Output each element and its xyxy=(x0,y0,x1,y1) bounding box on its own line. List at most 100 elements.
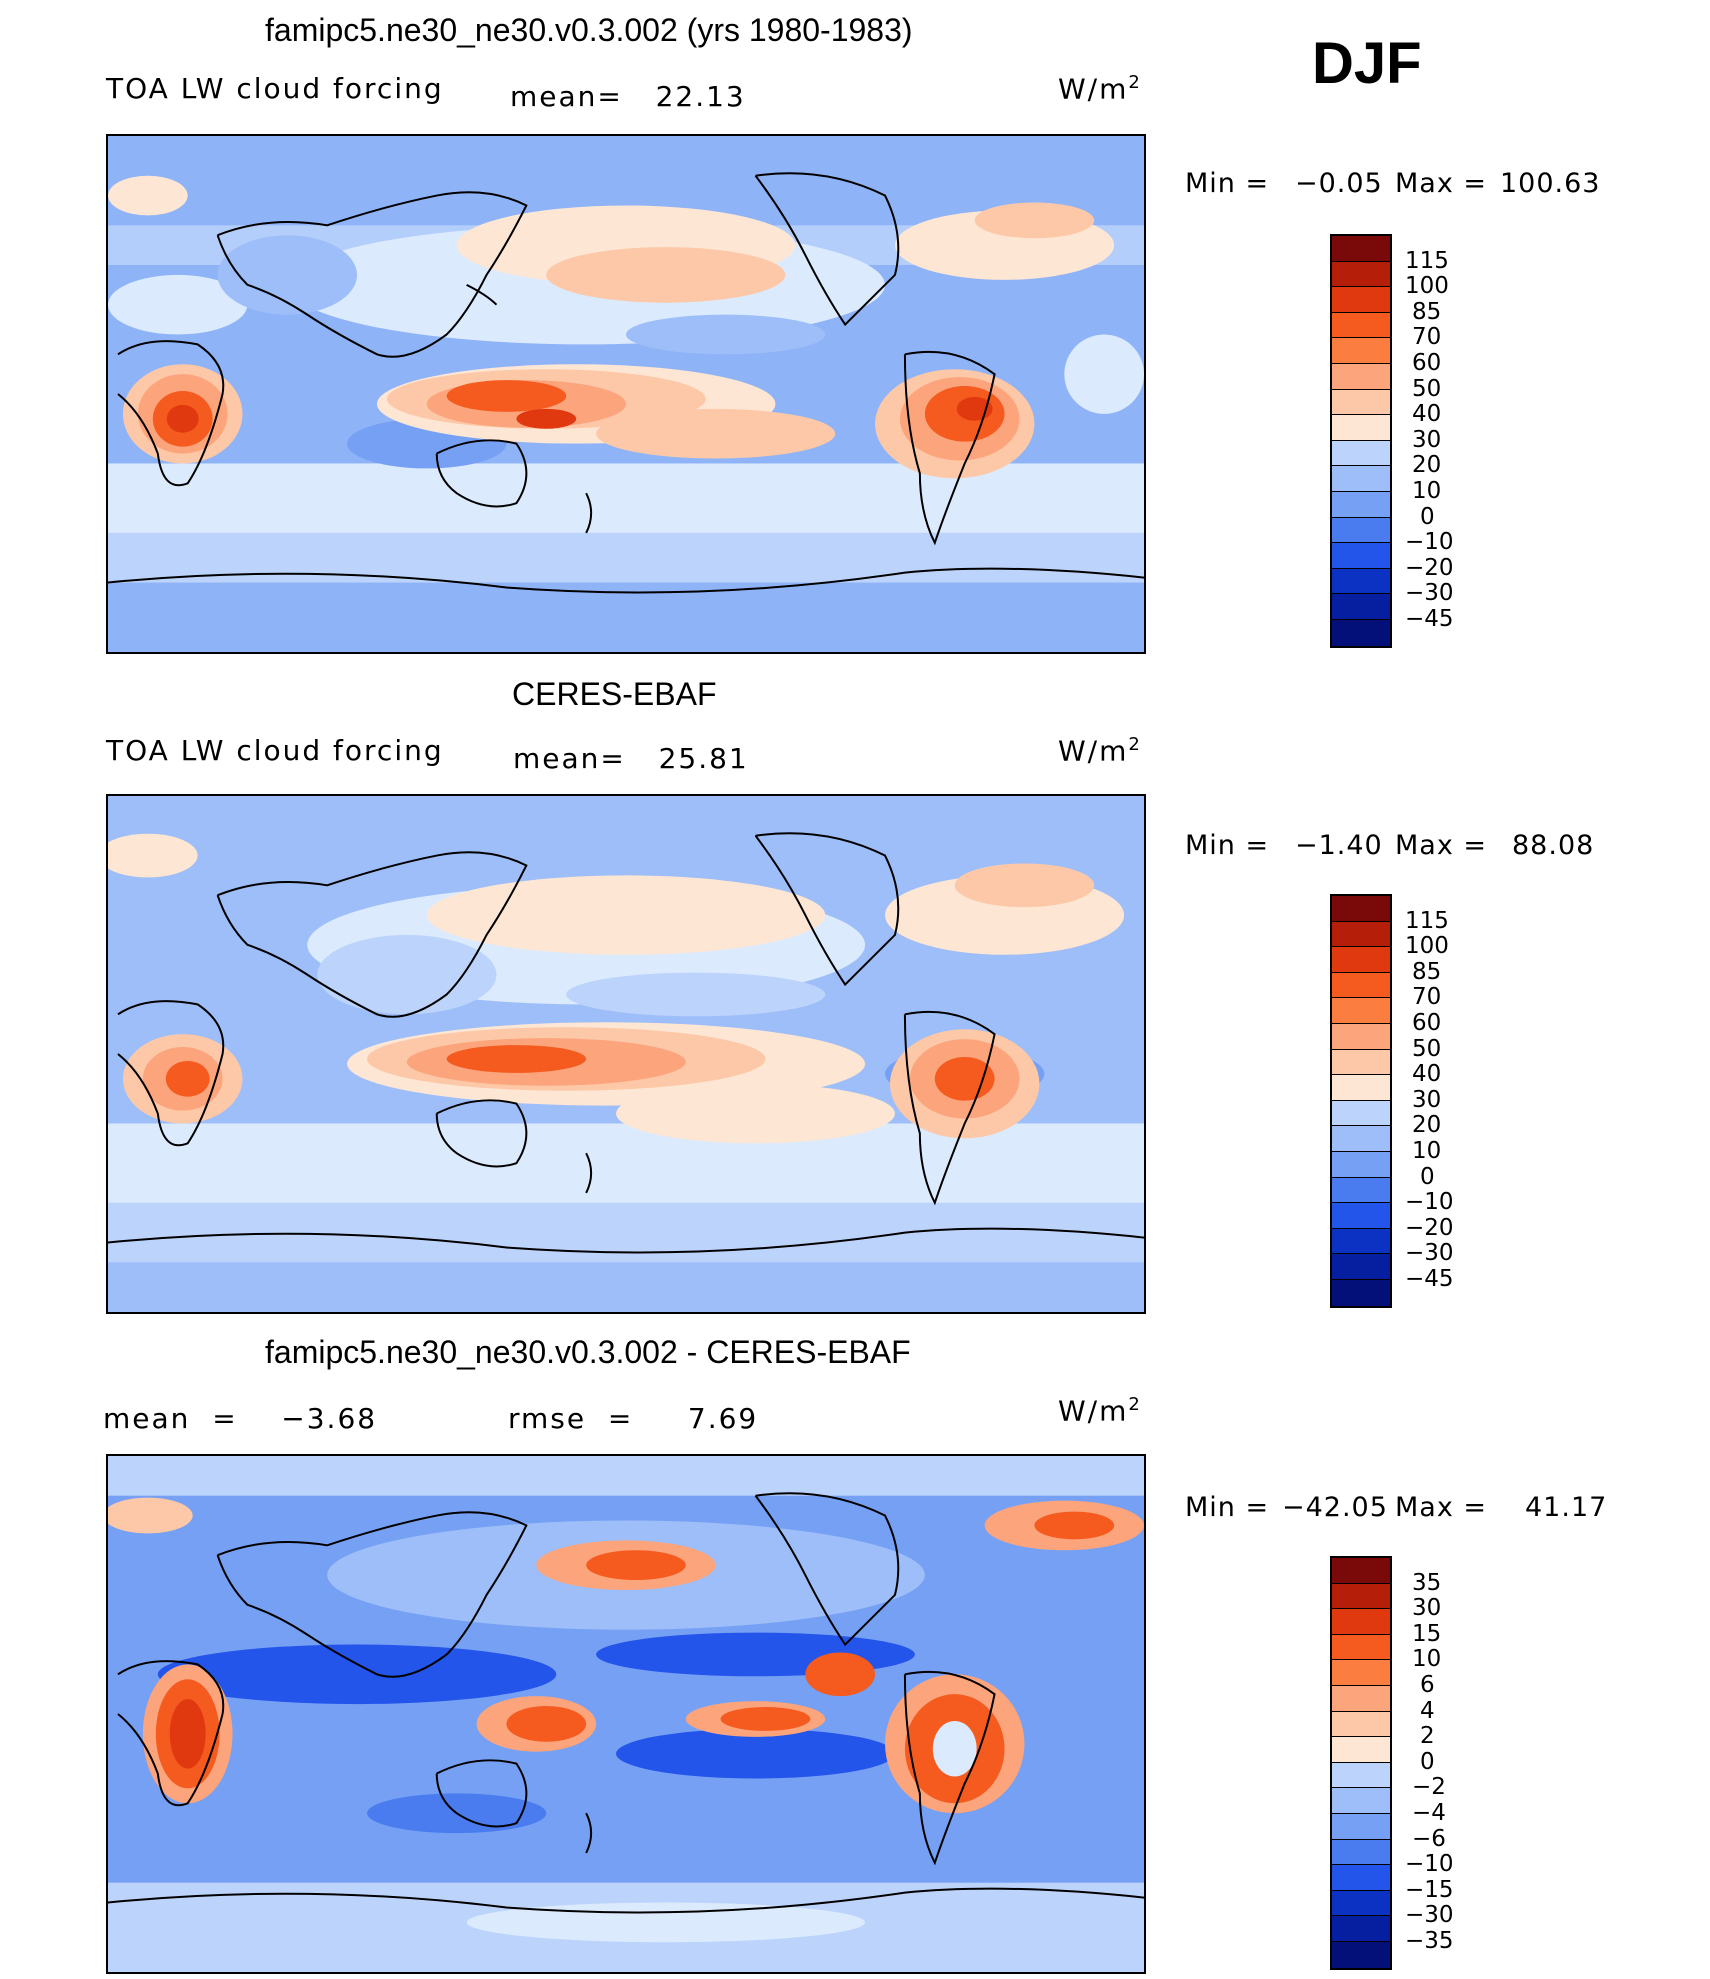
colorbar-label: 15 xyxy=(1412,1620,1442,1647)
panel2-map-svg xyxy=(108,796,1144,1312)
colorbar-box xyxy=(1332,896,1390,922)
colorbar-box xyxy=(1332,1023,1390,1050)
colorbar-label: 115 xyxy=(1405,247,1449,274)
colorbar-label: 115 xyxy=(1405,907,1449,934)
colorbar-box xyxy=(1332,921,1390,948)
colorbar-box xyxy=(1332,287,1390,313)
panel2-min-value: −1.40 xyxy=(1295,830,1383,861)
colorbar-label: 4 xyxy=(1420,1697,1435,1724)
panel1-map-svg xyxy=(108,136,1144,652)
colorbar-label: 35 xyxy=(1412,1569,1442,1596)
colorbar-box xyxy=(1332,1279,1390,1306)
colorbar-box xyxy=(1332,1203,1390,1229)
colorbar-label: −10 xyxy=(1405,1189,1454,1216)
colorbar-label: −10 xyxy=(1405,529,1454,556)
colorbar-label: 60 xyxy=(1412,1010,1442,1036)
colorbar-label: 50 xyxy=(1412,1035,1442,1062)
colorbar-box xyxy=(1332,389,1390,416)
colorbar-label: 85 xyxy=(1412,958,1442,985)
colorbar-label: −45 xyxy=(1405,606,1454,632)
colorbar-label: 10 xyxy=(1412,478,1442,504)
panel2-mean: mean= 25.81 xyxy=(513,742,749,775)
panel1-units-sup: 2 xyxy=(1128,72,1142,93)
colorbar-box xyxy=(1332,1737,1390,1763)
panel3-units-sup: 2 xyxy=(1128,1394,1142,1415)
panel1-title: famipc5.ne30_ne30.v0.3.002 (yrs 1980-198… xyxy=(265,12,913,48)
colorbar-label: 30 xyxy=(1412,426,1442,453)
colorbar-label: 0 xyxy=(1420,503,1435,530)
colorbar-box xyxy=(1332,1711,1390,1738)
colorbar-box xyxy=(1332,440,1390,467)
panel2-units: W/m2 xyxy=(1058,734,1142,767)
colorbar-box xyxy=(1332,312,1390,339)
panel2-colorbar xyxy=(1330,894,1392,1308)
panel3-mean: mean = −3.68 xyxy=(103,1402,378,1435)
panel3-min-label: Min = xyxy=(1185,1492,1270,1523)
panel1-units: W/m2 xyxy=(1058,72,1142,105)
panel2-max-label: Max = xyxy=(1395,830,1488,861)
panel3-max-value: 41.17 xyxy=(1525,1492,1608,1523)
colorbar-box xyxy=(1332,236,1390,262)
colorbar-box xyxy=(1332,1177,1390,1204)
colorbar-label: −30 xyxy=(1405,1902,1454,1929)
colorbar-box xyxy=(1332,491,1390,518)
colorbar-box xyxy=(1332,1254,1390,1280)
panel2-variable: TOA LW cloud forcing xyxy=(106,734,444,767)
colorbar-label: 50 xyxy=(1412,375,1442,402)
panel1-min-label: Min = xyxy=(1185,168,1270,199)
colorbar-label: 70 xyxy=(1412,984,1442,1011)
colorbar-label: 20 xyxy=(1412,452,1442,479)
colorbar-box xyxy=(1332,998,1390,1024)
colorbar-box xyxy=(1332,594,1390,620)
colorbar-box xyxy=(1332,1558,1390,1584)
colorbar-box xyxy=(1332,619,1390,646)
colorbar-box xyxy=(1332,517,1390,544)
colorbar-label: −6 xyxy=(1412,1825,1446,1852)
panel2-units-sup: 2 xyxy=(1128,734,1142,755)
colorbar-label: 2 xyxy=(1420,1723,1435,1750)
colorbar-label: 6 xyxy=(1420,1672,1435,1698)
colorbar-label: 40 xyxy=(1412,401,1442,428)
panel2-max-value: 88.08 xyxy=(1512,830,1595,861)
colorbar-box xyxy=(1332,338,1390,364)
colorbar-label: −2 xyxy=(1412,1774,1446,1801)
colorbar-label: 30 xyxy=(1412,1086,1442,1113)
colorbar-label: −10 xyxy=(1405,1851,1454,1878)
colorbar-label: 10 xyxy=(1412,1138,1442,1164)
colorbar-label: 40 xyxy=(1412,1061,1442,1088)
colorbar-box xyxy=(1332,1839,1390,1866)
panel1-min-value: −0.05 xyxy=(1295,168,1383,199)
colorbar-label: −30 xyxy=(1405,580,1454,607)
panel1-mean: mean= 22.13 xyxy=(510,80,746,113)
panel3-map xyxy=(106,1454,1146,1974)
colorbar-box xyxy=(1332,1151,1390,1178)
panel2-units-base: W/m xyxy=(1058,734,1129,768)
colorbar-box xyxy=(1332,1788,1390,1814)
colorbar-box xyxy=(1332,415,1390,441)
colorbar-label: 100 xyxy=(1405,933,1449,960)
colorbar-box xyxy=(1332,1813,1390,1840)
panel3-colorbar xyxy=(1330,1556,1392,1970)
panel3-rmse: rmse = 7.69 xyxy=(508,1402,759,1435)
colorbar-label: 30 xyxy=(1412,1595,1442,1622)
colorbar-box xyxy=(1332,543,1390,569)
colorbar-label: 85 xyxy=(1412,298,1442,325)
panel3-units: W/m2 xyxy=(1058,1394,1142,1427)
colorbar-box xyxy=(1332,1916,1390,1942)
colorbar-box xyxy=(1332,261,1390,288)
colorbar-box xyxy=(1332,466,1390,492)
panel1-map xyxy=(106,134,1146,654)
colorbar-label: −45 xyxy=(1405,1266,1454,1292)
panel1-max-label: Max = xyxy=(1395,168,1488,199)
colorbar-box xyxy=(1332,1609,1390,1635)
panel1-units-base: W/m xyxy=(1058,72,1129,106)
colorbar-box xyxy=(1332,1228,1390,1255)
panel3-units-base: W/m xyxy=(1058,1394,1129,1428)
colorbar-box xyxy=(1332,1075,1390,1101)
panel1-max-value: 100.63 xyxy=(1500,168,1601,199)
colorbar-box xyxy=(1332,568,1390,595)
panel2-min-label: Min = xyxy=(1185,830,1270,861)
colorbar-box xyxy=(1332,1890,1390,1917)
panel3-title: famipc5.ne30_ne30.v0.3.002 - CERES-EBAF xyxy=(265,1334,911,1370)
colorbar-box xyxy=(1332,1865,1390,1891)
